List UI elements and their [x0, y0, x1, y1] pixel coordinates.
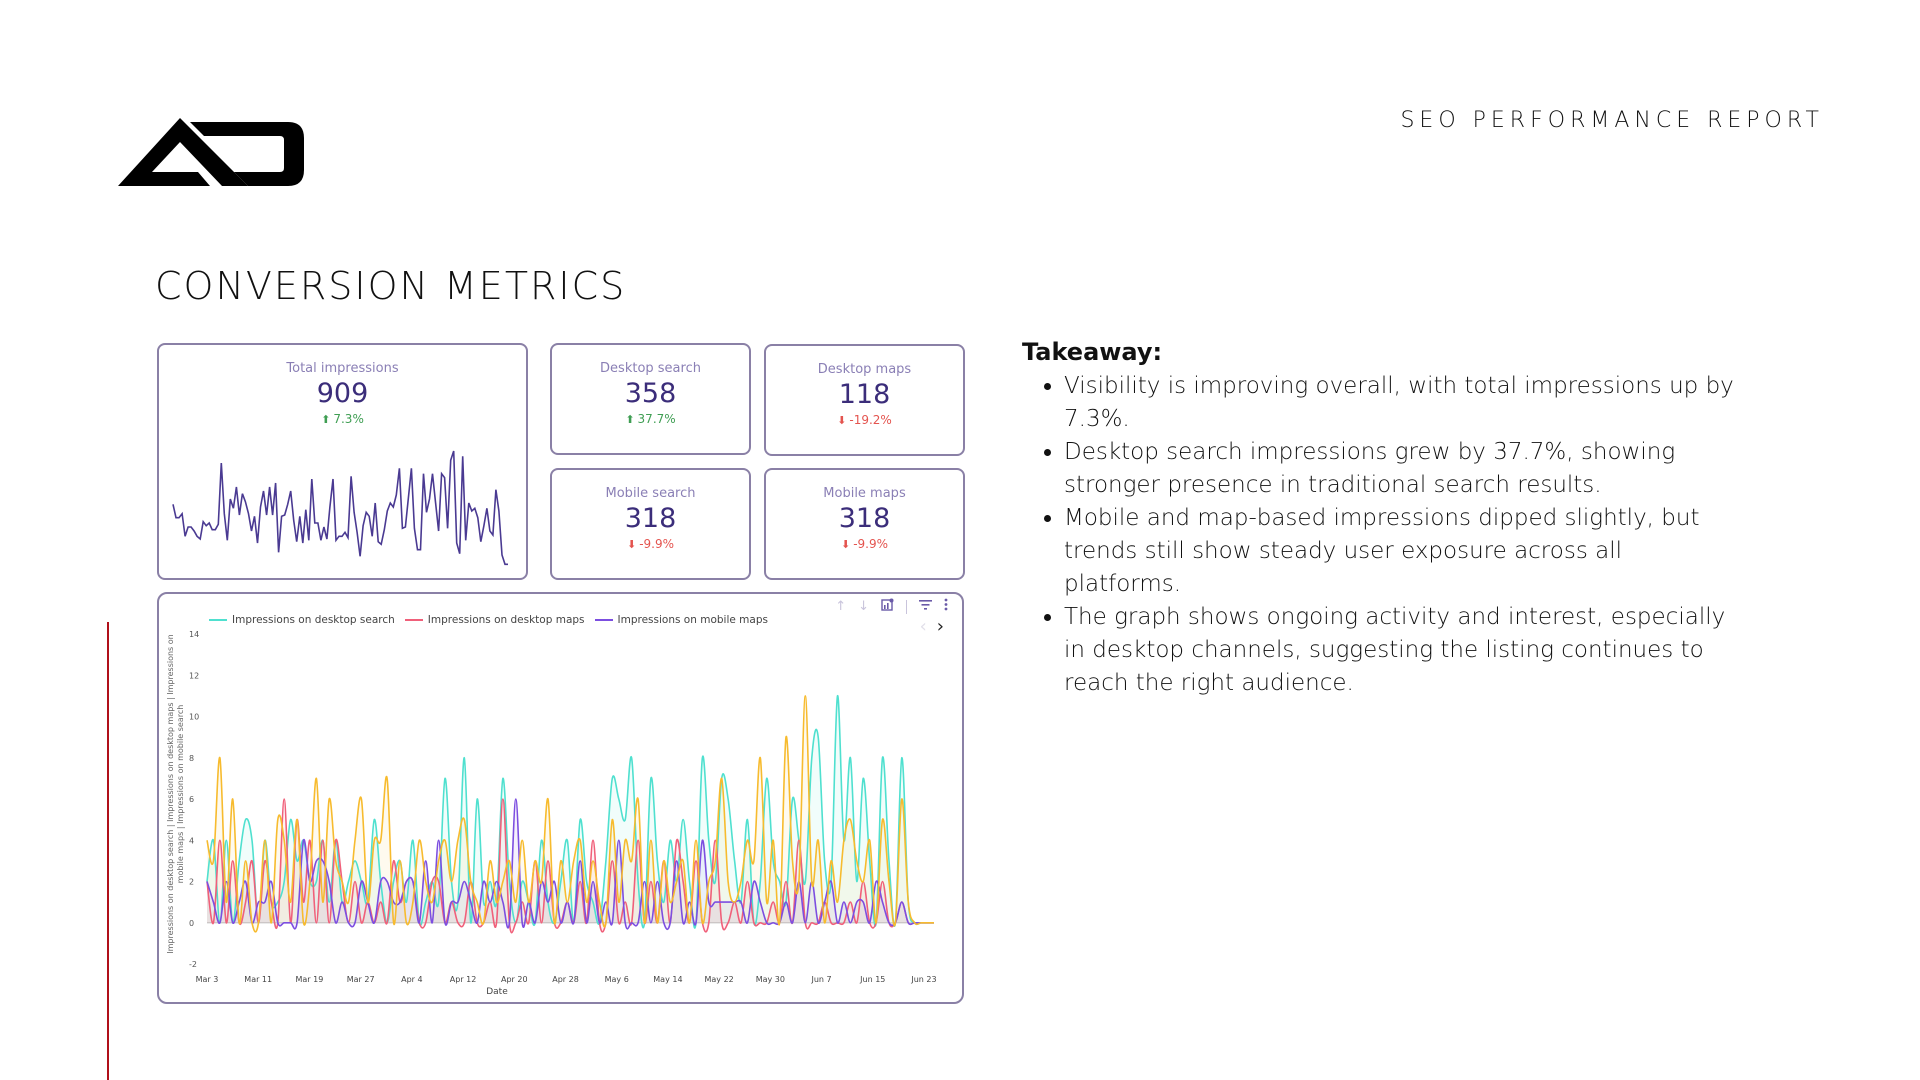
kpi-value: 318: [624, 503, 677, 534]
kpi-delta-value: -9.9%: [853, 537, 889, 551]
x-tick-label: Jun 15: [859, 975, 885, 984]
kpi-delta-value: 37.7%: [637, 412, 676, 426]
x-tick-label: Apr 4: [401, 975, 422, 984]
x-tick-label: Mar 27: [347, 975, 375, 984]
sparkline-path: [172, 450, 508, 566]
y-tick-label: 2: [189, 878, 194, 887]
kpi-delta-value: -19.2%: [849, 413, 892, 427]
kpi-card-desktop-search[interactable]: Desktop search 358 ⬆ 37.7%: [550, 343, 751, 455]
logo-o-shape: [190, 122, 304, 186]
total-impressions-sparkline: [172, 450, 508, 566]
company-logo: [118, 118, 304, 186]
x-tick-label: May 14: [653, 975, 682, 984]
section-title: CONVERSION METRICS: [155, 264, 627, 308]
x-tick-label: May 6: [605, 975, 629, 984]
x-tick-label: May 30: [756, 975, 785, 984]
report-title: SEO PERFORMANCE REPORT: [1400, 108, 1824, 133]
series-line-impressions-on-mobile-maps[interactable]: [206, 798, 935, 931]
kpi-delta: ⬆ 7.3%: [159, 412, 526, 426]
legend-item-desktop-search[interactable]: Impressions on desktop search: [209, 614, 395, 626]
kpi-label: Desktop search: [600, 361, 701, 376]
chart-pagination: ‹ ›: [920, 616, 944, 637]
sort-descending-icon[interactable]: ↓: [858, 599, 869, 614]
legend-swatch: [209, 619, 227, 621]
x-tick-label: Mar 19: [296, 975, 324, 984]
y-tick-label: 14: [189, 630, 199, 639]
legend-label: Impressions on desktop search: [232, 614, 395, 626]
legend-item-mobile-maps[interactable]: Impressions on mobile maps: [594, 614, 768, 626]
more-vertical-icon[interactable]: [944, 598, 948, 615]
takeaway-bullet: Visibility is improving overall, with to…: [1064, 370, 1742, 436]
y-tick-label: 6: [189, 795, 194, 804]
x-tick-label: Apr 12: [450, 975, 477, 984]
impressions-chart-card: 14 12 10 8 6 4 2 0 -2 Mar 3 Mar 11 Mar 19 Mar 27 Apr…: [157, 592, 964, 1004]
x-tick-label: Jun 7: [811, 975, 832, 984]
takeaway-bullet: Desktop search impressions grew by 37.7%…: [1064, 436, 1742, 502]
series-area: [207, 799, 934, 933]
sort-ascending-icon[interactable]: ↑: [835, 599, 847, 614]
chevron-right-icon[interactable]: ›: [936, 616, 944, 637]
kpi-value: 358: [624, 378, 677, 409]
takeaway-list: Visibility is improving overall, with to…: [1022, 370, 1742, 700]
x-tick-label: Apr 28: [552, 975, 579, 984]
arrow-up-icon: ⬆: [321, 413, 331, 426]
chart-toolbar: ↑ ↓: [835, 598, 948, 615]
x-axis-label: Date: [486, 987, 508, 997]
kpi-label: Mobile search: [605, 486, 696, 501]
legend-label: Impressions on mobile maps: [617, 614, 768, 626]
x-tick-label: Jun 23: [910, 975, 936, 984]
accent-divider: [107, 622, 109, 1080]
y-tick-label: -2: [189, 960, 197, 969]
y-tick-label: 0: [189, 919, 194, 928]
series-area: [207, 695, 934, 932]
kpi-card-desktop-maps[interactable]: Desktop maps 118 ⬇ -19.2%: [764, 344, 965, 456]
kpi-delta-value: -9.9%: [639, 537, 675, 551]
legend-label: Impressions on desktop maps: [427, 614, 585, 626]
takeaway-heading: Takeaway:: [1022, 338, 1163, 366]
x-tick-label: Mar 11: [244, 975, 272, 984]
x-tick-label: Mar 3: [196, 975, 219, 984]
x-tick-label: Apr 20: [501, 975, 528, 984]
kpi-card-mobile-maps[interactable]: Mobile maps 318 ⬇ -9.9%: [764, 468, 965, 580]
kpi-delta: ⬇ -9.9%: [766, 537, 963, 551]
series-line-impressions-on-mobile-search[interactable]: [206, 695, 935, 933]
kpi-card-mobile-search[interactable]: Mobile search 318 ⬇ -9.9%: [550, 468, 751, 580]
kpi-label: Total impressions: [286, 361, 399, 376]
x-tick-label: May 22: [705, 975, 734, 984]
takeaway-bullet: The graph shows ongoing activity and int…: [1064, 601, 1742, 700]
legend-swatch: [404, 619, 423, 621]
logo-a-shape: [118, 118, 248, 186]
kpi-value: 118: [838, 379, 891, 410]
kpi-card-total-impressions[interactable]: Total impressions 909 ⬆ 7.3%: [157, 343, 528, 580]
chart-settings-icon[interactable]: [881, 598, 894, 615]
takeaway-bullet: Mobile and map-based impressions dipped …: [1064, 502, 1742, 601]
arrow-down-icon: ⬇: [837, 414, 847, 427]
arrow-down-icon: ⬇: [626, 538, 637, 551]
filter-icon[interactable]: [919, 599, 932, 614]
kpi-delta: ⬆ 37.7%: [552, 412, 749, 426]
kpi-label: Desktop maps: [817, 362, 912, 377]
kpi-delta: ⬇ -9.9%: [552, 537, 749, 551]
chart-legend: Impressions on desktop search Impression…: [209, 614, 768, 626]
toolbar-divider: [906, 599, 907, 614]
kpi-delta: ⬇ -19.2%: [766, 413, 963, 427]
arrow-down-icon: ⬇: [840, 538, 851, 551]
kpi-value: 318: [838, 503, 891, 534]
takeaway-section: Takeaway: Visibility is improving overal…: [1022, 338, 1742, 700]
y-tick-label: 8: [189, 754, 194, 763]
kpi-value: 909: [316, 378, 369, 409]
y-tick-label: 4: [189, 836, 194, 845]
chevron-left-icon[interactable]: ‹: [919, 616, 927, 637]
legend-item-desktop-maps[interactable]: Impressions on desktop maps: [404, 614, 585, 626]
y-tick-label: 10: [189, 713, 199, 722]
y-tick-label: 12: [189, 671, 199, 680]
y-axis-label: Impressions on desktop search | Impressi…: [166, 634, 185, 953]
impressions-line-chart: 14 12 10 8 6 4 2 0 -2 Mar 3 Mar 11 Mar 19 Mar 27 Apr…: [166, 630, 937, 997]
arrow-up-icon: ⬆: [625, 413, 635, 426]
legend-swatch: [594, 619, 613, 621]
kpi-label: Mobile maps: [823, 486, 906, 501]
kpi-delta-value: 7.3%: [333, 412, 364, 426]
